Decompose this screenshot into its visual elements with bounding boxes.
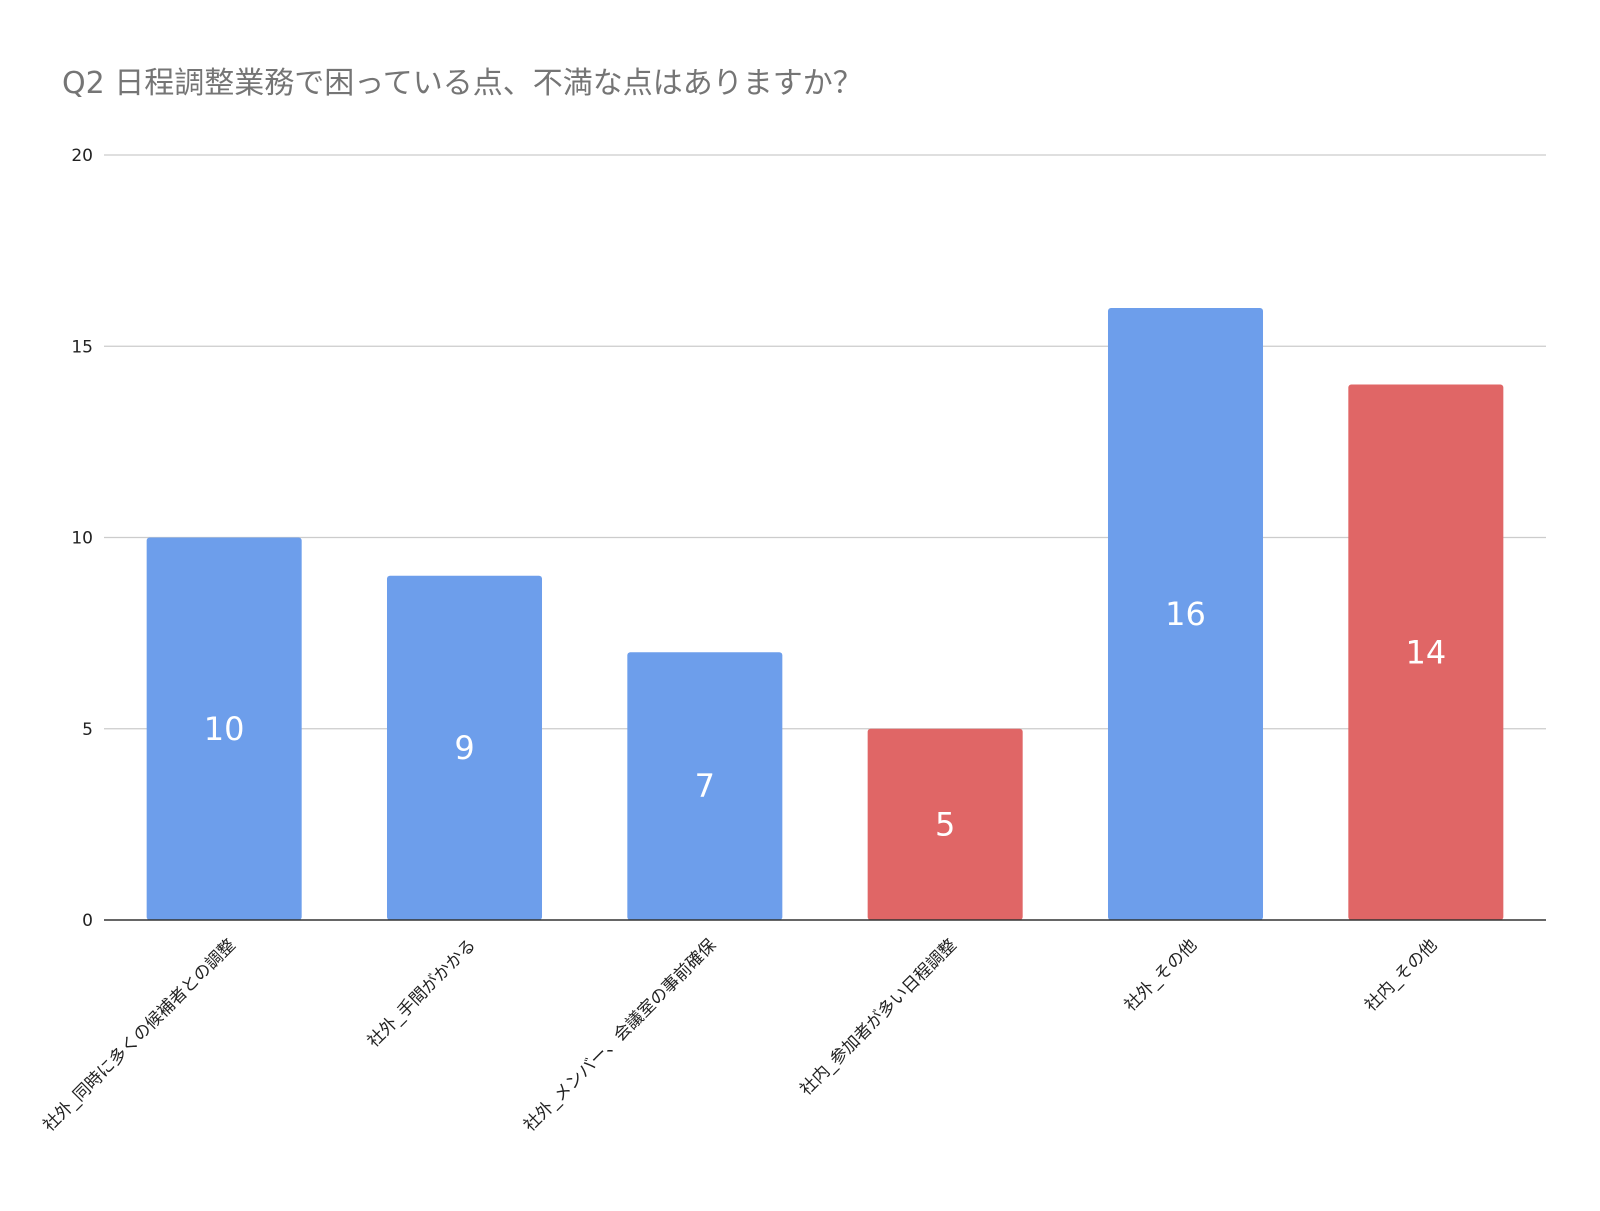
data-label: 10 — [204, 710, 245, 748]
bar — [146, 537, 302, 920]
x-tick-label: 社外_その他 — [1121, 935, 1201, 1015]
bar — [867, 728, 1023, 920]
data-label: 16 — [1165, 595, 1206, 633]
x-tick-label: 社内_参加者が多い日程調整 — [796, 935, 960, 1099]
data-label: 14 — [1405, 633, 1446, 671]
x-tick-label: 社外_同時に多くの候補者との調整 — [39, 935, 239, 1135]
data-label: 7 — [695, 767, 715, 805]
x-tick-label: 社内_その他 — [1361, 935, 1441, 1015]
x-tick-label: 社外_手間がかかる — [364, 935, 480, 1051]
x-tick-label: 社外_メンバー、会議室の事前確保 — [520, 935, 720, 1135]
chart-title: Q2 日程調整業務で困っている点、不満な点はありますか？ — [62, 66, 863, 101]
data-label: 5 — [935, 805, 955, 843]
bar — [386, 575, 543, 920]
y-tick-label: 15 — [71, 337, 93, 357]
y-tick-label: 10 — [71, 529, 93, 549]
bar — [1107, 308, 1264, 920]
y-tick-label: 5 — [82, 720, 93, 740]
y-tick-label: 0 — [82, 911, 93, 931]
bar — [1348, 384, 1504, 920]
y-tick-label: 20 — [71, 146, 93, 166]
data-label: 9 — [454, 729, 474, 767]
bar — [627, 652, 783, 920]
